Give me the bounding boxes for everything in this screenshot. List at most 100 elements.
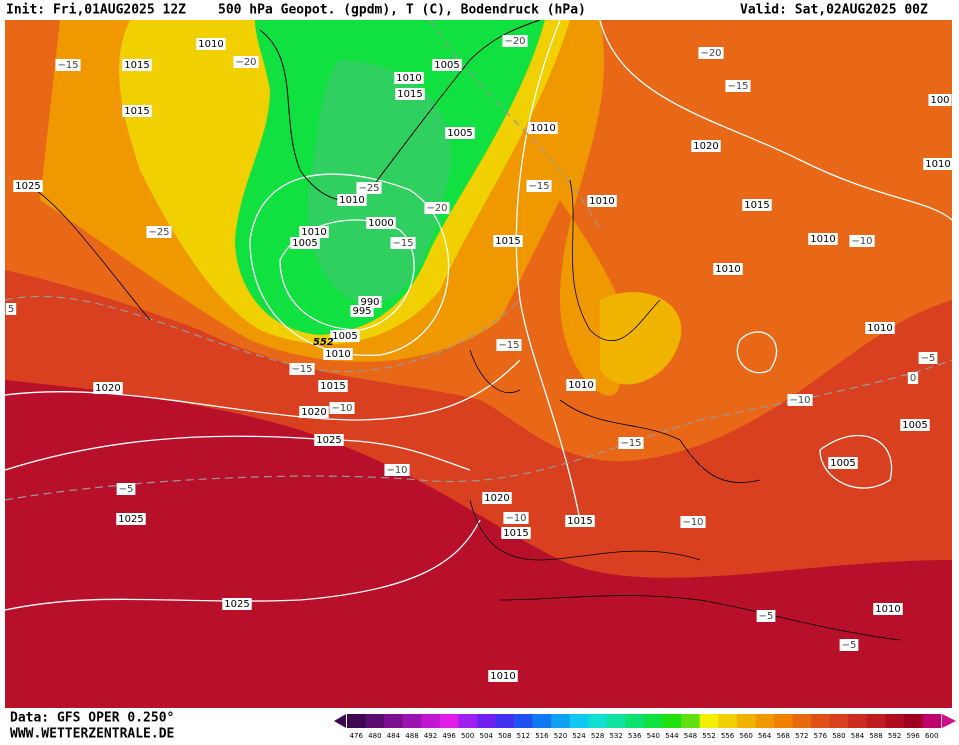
isobar-label-text: 1015 — [124, 106, 149, 117]
map-title: 500 hPa Geopot. (gpdm), T (C), Bodendruc… — [218, 3, 586, 18]
temperature-label-box — [756, 610, 776, 622]
temperature-label-box — [907, 372, 919, 384]
isobar-label: 1005 — [290, 237, 320, 249]
temperature-label-box — [503, 512, 529, 524]
isobar-label-text: 1010 — [875, 604, 900, 615]
isobar-label: 1010 — [528, 122, 558, 134]
isobar-label-box — [318, 380, 348, 392]
colorbar-label: 568 — [777, 732, 790, 740]
isobar-label-text: 1010 — [715, 264, 740, 275]
temperature-label-box — [146, 226, 172, 238]
temperature-label-box — [329, 402, 355, 414]
colorbar-swatch — [532, 714, 552, 728]
isobar-label-box — [299, 226, 329, 238]
temperature-label-text: −15 — [291, 364, 312, 375]
temperature-label-text: −10 — [851, 236, 872, 247]
colorbar-swatch — [588, 714, 608, 728]
colorbar-label: 528 — [591, 732, 604, 740]
isobar-label-box — [742, 199, 772, 211]
isobar-label-text: 1010 — [325, 349, 350, 360]
isobar-label-text: 1010 — [198, 39, 223, 50]
colorbar-label: 580 — [832, 732, 845, 740]
isobar-label-text: 1015 — [124, 60, 149, 71]
isobar-label: 1010 — [566, 379, 596, 391]
isobar-label: 1005 — [900, 419, 930, 431]
colorbar-label: 588 — [869, 732, 882, 740]
colorbar-label: 592 — [888, 732, 901, 740]
isobar-label-text: 995 — [352, 306, 371, 317]
temperature-label: −10 — [680, 516, 706, 528]
colorbar-swatch — [866, 714, 886, 728]
isobar-label-box — [488, 670, 518, 682]
colorbar-swatch — [922, 714, 942, 728]
colorbar-label: 544 — [665, 732, 679, 740]
colorbar-swatch — [681, 714, 700, 728]
colorbar-swatch — [662, 714, 682, 728]
colorbar-label: 572 — [795, 732, 808, 740]
colorbar-label: 552 — [702, 732, 715, 740]
temperature-label-text: −10 — [789, 395, 810, 406]
isobar-label: 100 — [928, 94, 952, 106]
isobar-label-box — [482, 492, 512, 504]
temperature-label: −10 — [503, 512, 529, 524]
isobar-label-text: 1025 — [15, 181, 40, 192]
isobar-label: 1005 — [330, 330, 360, 342]
isobar-label-box — [808, 233, 838, 245]
colorbar-label: 504 — [480, 732, 494, 740]
temperature-label: −5 — [116, 483, 136, 495]
isobar-label-box — [394, 72, 424, 84]
colorbar-swatch — [903, 714, 923, 728]
temperature-label-box — [116, 483, 136, 495]
isobar-label-box — [528, 122, 558, 134]
map-labels: 1010 1015 1015 1025 1010 1005 1015 1005 1010 1010… — [5, 35, 953, 682]
isobar-label-box — [873, 603, 903, 615]
colorbar-swatch — [811, 714, 830, 728]
colorbar-label: 576 — [814, 732, 828, 740]
isobar-label-box — [923, 158, 953, 170]
temperature-label-box — [55, 59, 81, 71]
colorbar-swatch — [699, 714, 719, 728]
isobar-label-box — [395, 88, 425, 100]
colorbar-label: 480 — [368, 732, 381, 740]
temperature-label: −10 — [787, 394, 813, 406]
isobar-label-box — [93, 382, 123, 394]
isobar-label: 1015 — [501, 527, 531, 539]
isobar-label-text: 1025 — [118, 514, 143, 525]
temperature-label-box — [502, 35, 528, 47]
isobar-label: 1010 — [488, 670, 518, 682]
isobar-label-box — [691, 140, 721, 152]
colorbar-swatch — [384, 714, 403, 728]
colorbar-swatch — [644, 714, 663, 728]
temperature-label: −10 — [329, 402, 355, 414]
colorbar-swatch — [476, 714, 496, 728]
isobar-label-text: 1015 — [320, 381, 345, 392]
temperature-label-box — [424, 202, 450, 214]
isobar-label-text: 1020 — [301, 407, 326, 418]
colorbar-label: 564 — [758, 732, 772, 740]
isobar-label-text: 1025 — [316, 435, 341, 446]
colorbar-label: 532 — [609, 732, 622, 740]
isobar-label: 1020 — [93, 382, 123, 394]
colorbar-swatch — [773, 714, 793, 728]
colorbar-swatch — [347, 714, 366, 728]
isobar-label: 1005 — [432, 59, 462, 71]
isobar-label: 1015 — [742, 199, 772, 211]
isobar-label-text: 1020 — [484, 493, 509, 504]
isobar-label-text: 1005 — [830, 458, 855, 469]
isobar-label-box — [865, 322, 895, 334]
isobar-label: 1020 — [691, 140, 721, 152]
colorbar-swatch — [792, 714, 812, 728]
isobar-label: 1005 — [445, 127, 475, 139]
isobar-label-text: 1010 — [490, 671, 515, 682]
isobar-label-text: 1010 — [530, 123, 555, 134]
temperature-label: −25 — [356, 182, 382, 194]
colorbar-label: 536 — [628, 732, 642, 740]
isobar-label-box — [928, 94, 952, 106]
isobar-label: 1010 — [865, 322, 895, 334]
temperature-label-box — [5, 303, 17, 315]
colorbar-swatch — [365, 714, 385, 728]
isobar-label-text: 1005 — [434, 60, 459, 71]
isobar-label-box — [587, 195, 617, 207]
colorbar-label: 508 — [498, 732, 511, 740]
isobar-label: 1015 — [565, 515, 595, 527]
